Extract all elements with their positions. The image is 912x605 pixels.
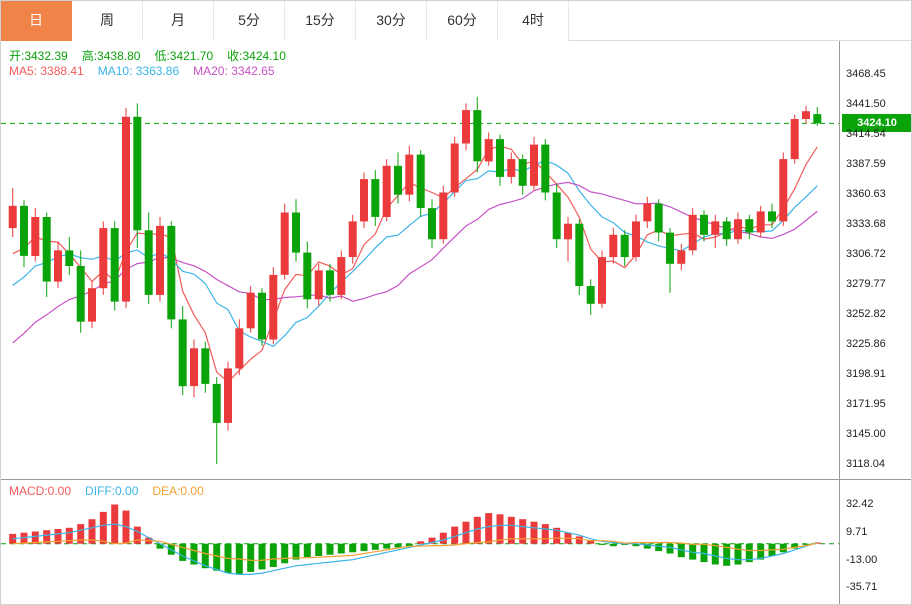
diff-line <box>12 523 818 576</box>
price-axis-tick: 3279.77 <box>846 278 886 290</box>
dea-line <box>12 537 818 561</box>
tab-week[interactable]: 周 <box>72 1 143 41</box>
ma-row: MA5: 3388.41 MA10: 3363.86 MA20: 3342.65 <box>9 64 275 78</box>
price-axis-tick: 3306.72 <box>846 248 886 260</box>
tab-bar: 日周月 5分 15分 30分 60分 4时 <box>1 1 911 41</box>
candlestick-chart[interactable] <box>1 41 839 479</box>
tab-day[interactable]: 日 <box>1 1 72 41</box>
price-axis-tick: 3360.63 <box>846 188 886 200</box>
macd-axis-tick: -13.00 <box>846 554 878 566</box>
price-axis: 3424.10 3468.45 3441.50 3414.54 3387.59 3360… <box>839 41 911 479</box>
price-axis-tick: 3468.45 <box>846 68 886 80</box>
tab-5min[interactable]: 5分 <box>214 1 285 41</box>
macd-axis-tick: 32.42 <box>846 498 874 510</box>
macd-value-label: MACD:0.00 <box>9 484 72 498</box>
price-axis-tick: 3118.04 <box>846 458 885 470</box>
price-axis-tick: 3171.95 <box>846 398 886 410</box>
ohlc-row: 开:3432.39 高:3438.80 低:3421.70 收:3424.10 <box>9 47 286 64</box>
price-axis-tick: 3387.59 <box>846 158 886 170</box>
ohlc-open: 开:3432.39 <box>9 49 68 63</box>
last-price-badge: 3424.10 <box>842 114 911 132</box>
ma20-label: MA20: 3342.65 <box>193 64 275 78</box>
tab-15min[interactable]: 15分 <box>285 1 356 41</box>
price-axis-tick: 3145.00 <box>846 428 886 440</box>
tab-month[interactable]: 月 <box>143 1 214 41</box>
ma5-label: MA5: 3388.41 <box>9 64 84 78</box>
ohlc-close: 收:3424.10 <box>227 49 286 63</box>
price-axis-tick: 3225.86 <box>846 338 886 350</box>
price-axis-tick: 3333.68 <box>846 218 886 230</box>
tab-30min[interactable]: 30分 <box>356 1 427 41</box>
price-axis-tick: 3198.91 <box>846 368 886 380</box>
macd-axis: 32.42 9.71 -13.00 -35.71 <box>839 479 911 604</box>
price-axis-tick: 3414.54 <box>846 128 886 140</box>
macd-axis-tick: -35.71 <box>846 581 878 593</box>
price-axis-tick: 3252.82 <box>846 308 886 320</box>
macd-chart[interactable] <box>1 480 839 605</box>
tab-60min[interactable]: 60分 <box>427 1 498 41</box>
dea-value-label: DEA:0.00 <box>152 484 204 498</box>
macd-axis-tick: 9.71 <box>846 526 868 538</box>
macd-panel[interactable]: MACD:0.00 DIFF:0.00 DEA:0.00 <box>1 479 839 604</box>
ohlc-high: 高:3438.80 <box>81 49 141 63</box>
price-axis-tick: 3441.50 <box>846 98 886 110</box>
ohlc-low: 低:3421.70 <box>154 49 214 63</box>
macd-label-row: MACD:0.00 DIFF:0.00 DEA:0.00 <box>9 484 204 498</box>
main-chart[interactable]: 开:3432.39 高:3438.80 低:3421.70 收:3424.10 … <box>1 41 839 479</box>
diff-value-label: DIFF:0.00 <box>85 484 139 498</box>
tab-4hour[interactable]: 4时 <box>498 1 569 41</box>
ma10-label: MA10: 3363.86 <box>97 64 180 78</box>
